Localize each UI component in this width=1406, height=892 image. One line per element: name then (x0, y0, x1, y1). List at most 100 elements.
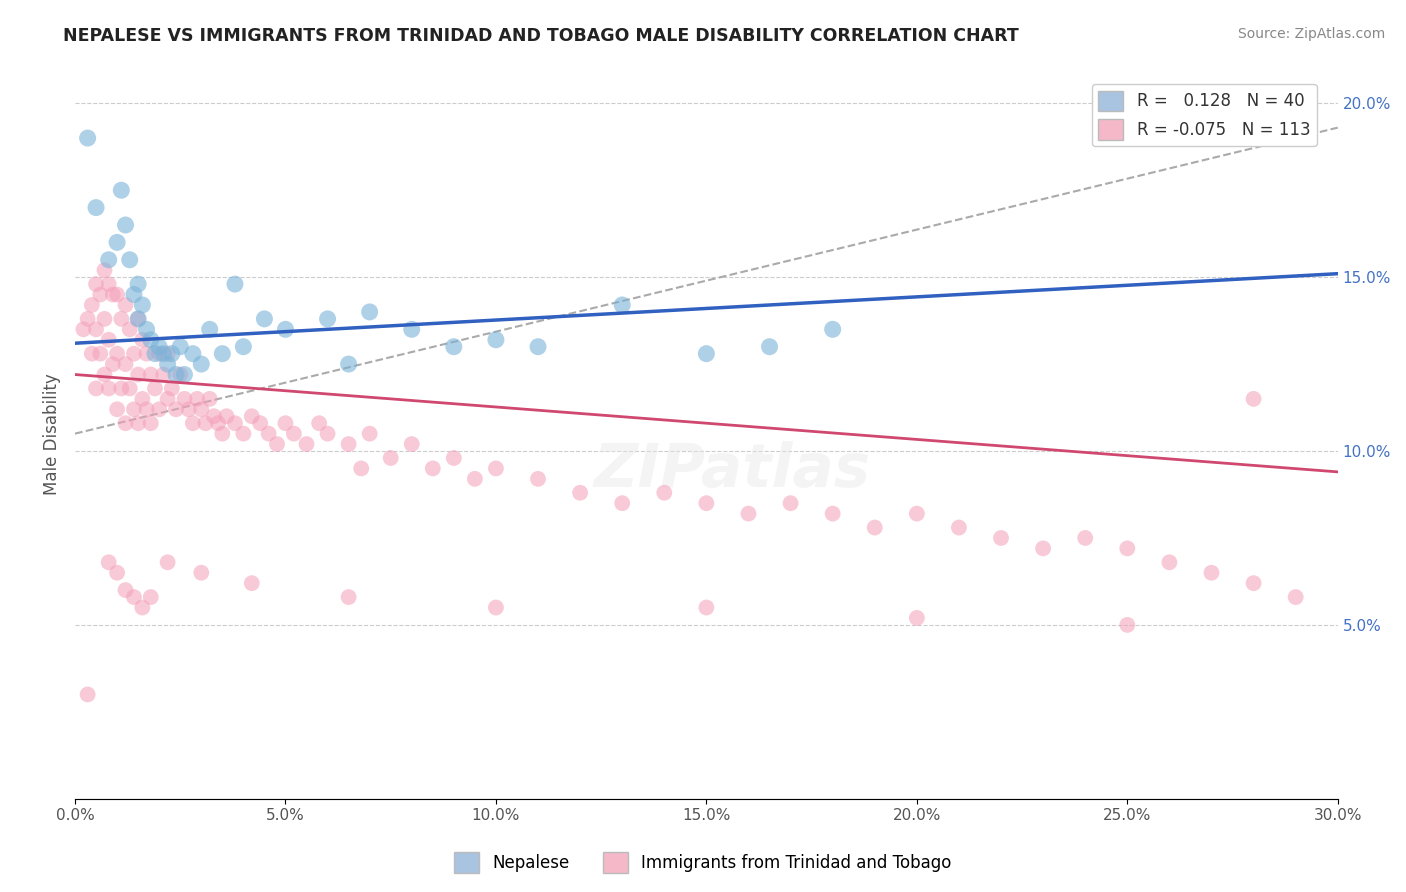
Point (485, 333, 508, 347)
Text: ZIPatlas: ZIPatlas (593, 441, 870, 500)
Point (240, 576, 263, 591)
Point (127, 311, 149, 326)
Point (948, 520, 970, 534)
Point (72, 322, 94, 336)
Point (105, 566, 128, 580)
Point (148, 346, 170, 360)
Point (84, 381, 107, 395)
Point (401, 437, 423, 451)
Point (97, 252, 120, 267)
Point (169, 340, 191, 354)
Point (190, 566, 212, 580)
Point (131, 298, 153, 312)
Point (118, 381, 141, 395)
Point (84, 322, 107, 336)
Point (110, 311, 132, 326)
Point (127, 311, 149, 326)
Point (97, 333, 120, 347)
Point (695, 346, 717, 360)
Point (173, 392, 195, 406)
Point (316, 426, 339, 441)
Point (779, 496, 801, 510)
Point (105, 346, 128, 360)
Point (156, 392, 179, 406)
Point (257, 426, 280, 441)
Point (401, 322, 423, 336)
Point (1032, 541, 1054, 556)
Point (443, 340, 465, 354)
Point (160, 346, 183, 360)
Point (152, 346, 174, 360)
Point (905, 611, 928, 625)
Point (359, 426, 381, 441)
Point (211, 426, 233, 441)
Point (224, 416, 246, 430)
Point (1201, 566, 1223, 580)
Point (612, 496, 634, 510)
Point (80, 298, 103, 312)
Point (105, 235, 128, 250)
Point (105, 402, 128, 417)
Point (190, 357, 212, 371)
Point (152, 368, 174, 382)
Point (122, 287, 145, 301)
Point (101, 287, 124, 301)
Point (110, 381, 132, 395)
Point (135, 346, 157, 360)
Point (1074, 531, 1097, 545)
Point (905, 507, 928, 521)
Point (186, 392, 208, 406)
Point (240, 409, 263, 424)
Point (308, 416, 330, 430)
Point (695, 496, 717, 510)
Point (232, 426, 254, 441)
Point (207, 416, 229, 430)
Point (118, 322, 141, 336)
Y-axis label: Male Disability: Male Disability (44, 373, 60, 494)
Point (612, 298, 634, 312)
Point (97, 277, 120, 292)
Point (202, 409, 225, 424)
Point (97, 381, 120, 395)
Point (485, 461, 508, 475)
Point (84, 277, 107, 292)
Point (114, 298, 136, 312)
Point (198, 392, 221, 406)
Point (148, 402, 170, 417)
Point (990, 531, 1012, 545)
Legend: R =   0.128   N = 40, R = -0.075   N = 113: R = 0.128 N = 40, R = -0.075 N = 113 (1091, 84, 1317, 146)
Point (105, 287, 128, 301)
Point (114, 357, 136, 371)
Point (93, 311, 115, 326)
Point (422, 461, 444, 475)
Point (97, 555, 120, 569)
Point (127, 277, 149, 292)
Point (198, 322, 221, 336)
Point (118, 252, 141, 267)
Point (464, 472, 486, 486)
Point (156, 346, 179, 360)
Text: Source: ZipAtlas.com: Source: ZipAtlas.com (1237, 27, 1385, 41)
Point (122, 402, 145, 417)
Point (122, 590, 145, 604)
Point (127, 368, 149, 382)
Point (131, 333, 153, 347)
Point (143, 381, 166, 395)
Point (215, 409, 238, 424)
Point (274, 416, 297, 430)
Point (295, 437, 318, 451)
Point (695, 600, 717, 615)
Point (165, 368, 187, 382)
Point (337, 590, 360, 604)
Point (114, 583, 136, 598)
Point (821, 322, 844, 336)
Point (249, 416, 271, 430)
Point (89, 287, 111, 301)
Point (758, 340, 780, 354)
Point (101, 357, 124, 371)
Point (1285, 590, 1308, 604)
Point (527, 472, 550, 486)
Point (181, 416, 204, 430)
Point (76, 688, 98, 702)
Point (485, 600, 508, 615)
